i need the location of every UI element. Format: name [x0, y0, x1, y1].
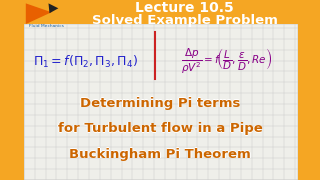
Text: Solved Example Problem: Solved Example Problem — [92, 14, 278, 27]
Polygon shape — [49, 3, 58, 13]
Text: for Turbulent flow in a Pipe: for Turbulent flow in a Pipe — [58, 122, 262, 135]
Text: for Turbulent flow in a Pipe: for Turbulent flow in a Pipe — [58, 123, 262, 136]
Text: for Turbulent flow in a Pipe: for Turbulent flow in a Pipe — [57, 122, 262, 135]
Text: Determining Pi terms: Determining Pi terms — [79, 96, 240, 110]
Bar — [298, 2, 318, 180]
Text: Buckingham Pi Theorem: Buckingham Pi Theorem — [70, 148, 252, 161]
Polygon shape — [26, 3, 52, 24]
Text: $\Pi_1 = f(\Pi_2,\Pi_3,\Pi_4)$: $\Pi_1 = f(\Pi_2,\Pi_3,\Pi_4)$ — [34, 53, 139, 70]
Text: Determining Pi terms: Determining Pi terms — [80, 96, 240, 110]
Text: $\dfrac{\Delta p}{\rho V^2} = f\!\left(\dfrac{L}{D},\dfrac{\varepsilon}{D},Re\ri: $\dfrac{\Delta p}{\rho V^2} = f\!\left(\… — [181, 47, 273, 76]
Text: Buckingham Pi Theorem: Buckingham Pi Theorem — [68, 148, 250, 161]
Text: Lecture 10.5: Lecture 10.5 — [135, 1, 234, 15]
Text: Buckingham Pi Theorem: Buckingham Pi Theorem — [69, 148, 251, 161]
Text: Determining Pi terms: Determining Pi terms — [80, 96, 240, 109]
Text: for Turbulent flow in a Pipe: for Turbulent flow in a Pipe — [58, 122, 263, 135]
Text: Determining Pi terms: Determining Pi terms — [80, 97, 240, 110]
Text: Determining Pi terms: Determining Pi terms — [80, 96, 241, 110]
Bar — [24, 24, 298, 180]
Bar — [2, 2, 318, 24]
Text: Buckingham Pi Theorem: Buckingham Pi Theorem — [69, 147, 251, 160]
Text: Buckingham Pi Theorem: Buckingham Pi Theorem — [69, 148, 251, 161]
Text: Fluid Mechanics: Fluid Mechanics — [29, 24, 64, 28]
Text: for Turbulent flow in a Pipe: for Turbulent flow in a Pipe — [58, 122, 262, 135]
Bar — [2, 2, 24, 180]
